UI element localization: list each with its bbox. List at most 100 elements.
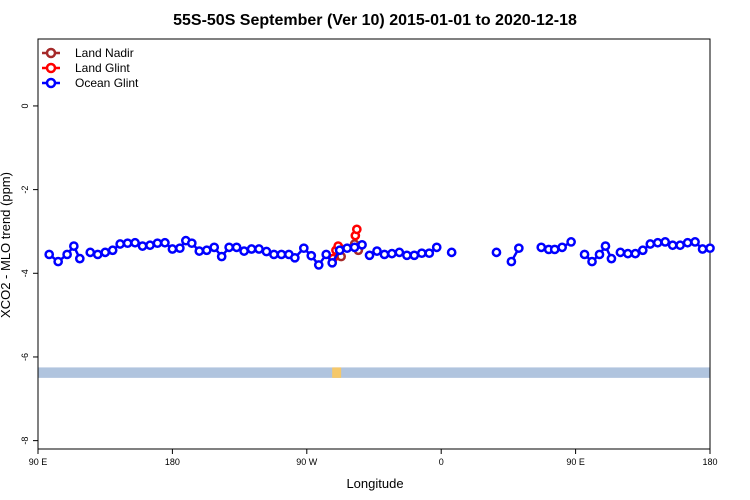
data-point-2-5-1 <box>514 243 524 254</box>
data-point-2-2-8 <box>424 248 435 259</box>
data-point-2-1-10 <box>160 237 170 248</box>
land-ocean-band <box>38 367 710 378</box>
y-tick-label-4: -8 <box>20 437 30 445</box>
data-point-2-2-2 <box>379 249 390 260</box>
data-point-2-1-11 <box>167 244 178 254</box>
data-point-2-7-0 <box>579 249 590 260</box>
series-layer <box>44 224 715 270</box>
legend-label-0: Land Nadir <box>75 46 134 60</box>
legend-label-2: Ocean Glint <box>75 76 139 90</box>
data-point-2-2-4 <box>394 247 405 258</box>
legend-marker-0 <box>45 47 57 59</box>
x-axis-label: Longitude <box>346 476 403 491</box>
data-point-2-1-4 <box>115 239 125 249</box>
legend-label-1: Land Glint <box>75 61 130 75</box>
data-point-2-1-28 <box>290 252 300 263</box>
data-point-2-2-0 <box>364 250 375 261</box>
data-point-2-1-30 <box>306 250 317 261</box>
chart-title: 55S-50S September (Ver 10) 2015-01-01 to… <box>173 12 577 29</box>
data-point-2-4-0 <box>491 247 502 258</box>
data-point-2-2-3 <box>387 248 397 259</box>
data-point-2-0-4 <box>74 253 85 264</box>
data-point-2-1-36 <box>349 242 360 253</box>
data-point-2-1-2 <box>100 247 111 258</box>
x-axis: 90 E 180 90 W 0 90 E 180 <box>29 449 718 467</box>
data-point-2-1-12 <box>175 243 185 254</box>
x-tick-label-1: 180 <box>165 457 180 467</box>
data-point-2-3-0 <box>446 247 457 258</box>
data-point-1-1-1 <box>351 224 362 235</box>
data-point-2-8-11 <box>697 244 708 254</box>
data-point-2-8-10 <box>690 237 700 247</box>
data-point-2-1-22 <box>246 244 257 254</box>
y-tick-label-1: -2 <box>20 186 30 194</box>
data-point-2-1-33 <box>327 257 338 268</box>
x-tick-label-0: 90 E <box>29 457 48 467</box>
data-point-2-6-2 <box>549 244 560 255</box>
data-point-2-1-5 <box>122 238 133 249</box>
legend-marker-1 <box>45 62 57 74</box>
data-point-2-6-3 <box>557 242 568 253</box>
data-point-2-1-18 <box>216 251 227 262</box>
data-point-2-0-2 <box>62 249 72 260</box>
data-point-2-1-29 <box>298 243 309 254</box>
ocean-band <box>38 367 710 378</box>
y-axis-label: XCO2 - MLO trend (ppm) <box>0 172 13 318</box>
y-axis: 0 -2 -4 -6 -8 <box>20 103 38 445</box>
data-point-2-2-7 <box>416 248 427 259</box>
x-tick-label-3: 0 <box>439 457 444 467</box>
legend-marker-2 <box>45 77 57 89</box>
data-point-2-1-25 <box>269 249 279 260</box>
data-point-2-5-0 <box>506 256 517 267</box>
data-point-2-1-15 <box>194 246 205 256</box>
data-point-2-1-21 <box>239 246 249 256</box>
data-point-2-8-9 <box>682 237 693 248</box>
data-point-2-7-3 <box>600 241 611 251</box>
data-point-2-1-8 <box>145 240 155 251</box>
series-ocean-glint <box>44 235 715 270</box>
data-point-2-1-7 <box>137 241 148 251</box>
data-point-2-8-6 <box>660 237 671 247</box>
data-point-2-7-4 <box>606 253 617 264</box>
data-point-2-8-0 <box>615 247 626 258</box>
data-point-2-1-31 <box>313 260 324 270</box>
data-point-2-2-9 <box>431 242 442 253</box>
data-point-2-0-0 <box>44 249 55 260</box>
x-tick-label-5: 180 <box>702 457 717 467</box>
data-point-2-7-2 <box>594 249 605 260</box>
data-point-2-1-24 <box>261 246 272 257</box>
data-point-2-1-17 <box>209 242 220 253</box>
data-point-2-1-37 <box>357 239 367 250</box>
y-tick-label-0: 0 <box>20 103 30 108</box>
data-point-2-0-1 <box>53 256 64 267</box>
data-point-2-2-1 <box>372 246 382 256</box>
data-point-2-8-4 <box>645 239 656 249</box>
data-point-2-1-1 <box>92 249 103 260</box>
data-point-2-7-1 <box>587 256 597 267</box>
data-point-2-0-3 <box>68 241 79 251</box>
data-point-2-8-1 <box>623 248 633 259</box>
data-point-2-1-35 <box>342 243 352 254</box>
data-point-2-8-8 <box>675 240 685 251</box>
data-point-2-1-14 <box>186 238 197 249</box>
data-point-2-1-16 <box>201 245 212 256</box>
data-point-2-2-6 <box>409 250 420 261</box>
data-point-2-8-2 <box>630 248 641 259</box>
data-point-2-1-26 <box>276 249 287 260</box>
data-point-2-1-6 <box>130 237 140 248</box>
data-point-2-1-9 <box>152 238 163 249</box>
data-point-2-1-32 <box>321 249 332 260</box>
data-point-2-6-4 <box>566 237 576 247</box>
data-point-2-8-5 <box>652 237 663 248</box>
data-point-2-1-23 <box>254 244 264 254</box>
data-point-2-1-19 <box>224 242 234 253</box>
data-point-2-6-0 <box>536 242 547 253</box>
land-band-0 <box>332 367 342 378</box>
data-point-2-1-0 <box>85 247 96 258</box>
y-tick-label-2: -4 <box>20 269 30 277</box>
data-point-2-8-12 <box>705 243 715 254</box>
data-point-2-1-20 <box>231 242 242 253</box>
data-point-2-8-7 <box>667 240 678 251</box>
